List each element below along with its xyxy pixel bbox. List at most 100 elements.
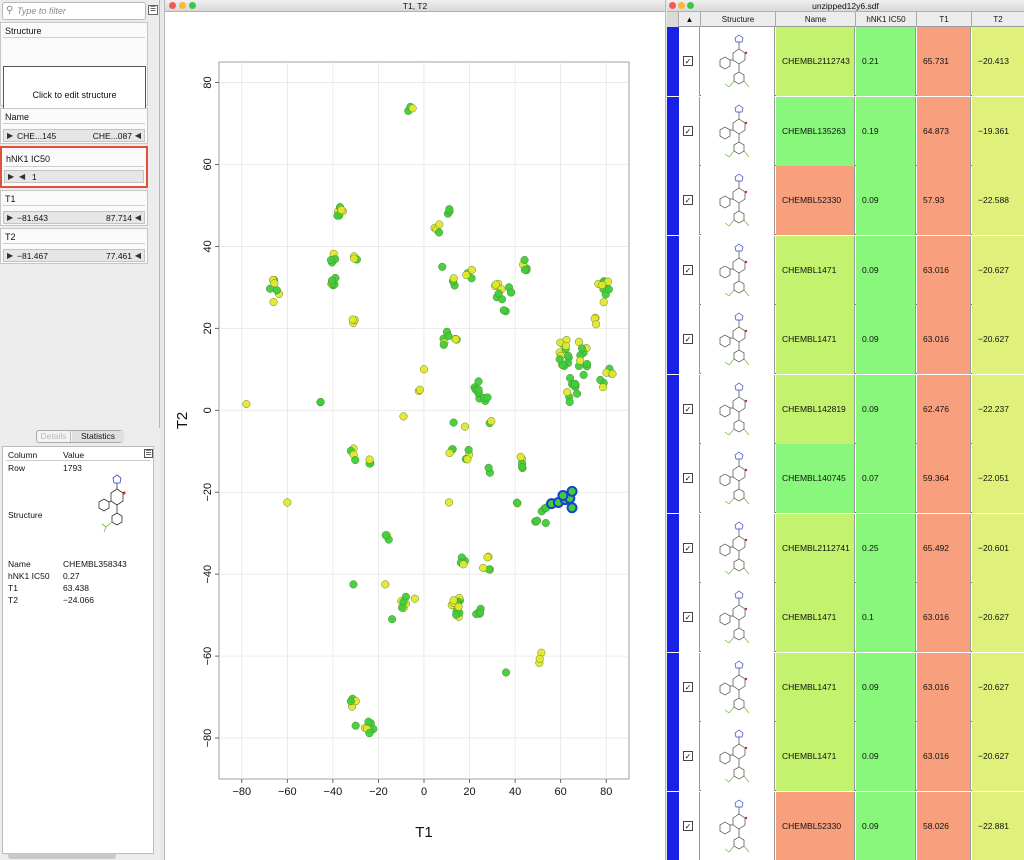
structure-cell[interactable] — [701, 166, 775, 235]
hnk1-cell[interactable]: 0.09 — [856, 722, 916, 791]
row-selection-marker[interactable] — [667, 235, 679, 305]
row-selection-marker[interactable] — [667, 513, 679, 583]
row-selection-marker[interactable] — [667, 722, 679, 791]
hnk1-cell[interactable]: 0.19 — [856, 96, 916, 166]
structure-cell[interactable] — [701, 235, 775, 305]
row-checkbox[interactable]: ✓ — [683, 334, 693, 344]
row-selection-marker[interactable] — [667, 652, 679, 722]
row-selection-marker[interactable] — [667, 27, 679, 96]
range-right-arrow-icon[interactable]: ◀ — [134, 131, 141, 140]
t2-cell[interactable]: −19.361 — [972, 96, 1024, 166]
structure-cell[interactable] — [701, 513, 775, 583]
t1-cell[interactable]: 63.016 — [917, 583, 971, 652]
table-row[interactable]: ✓ CHEMBL1471 0.09 63.016 −20.627 — [667, 235, 1024, 305]
t1-cell[interactable]: 59.364 — [917, 444, 971, 513]
row-checkbox[interactable]: ✓ — [683, 681, 693, 692]
t1-cell[interactable]: 64.873 — [917, 96, 971, 166]
t2-column-header[interactable]: T2 — [993, 15, 1003, 24]
structure-column-header[interactable]: Structure — [701, 12, 776, 27]
table-row[interactable]: ✓ CHEMBL140745 0.07 59.364 −22.051 — [667, 444, 1024, 513]
t2-cell[interactable]: −22.881 — [972, 791, 1024, 860]
row-checkbox[interactable]: ✓ — [683, 403, 693, 414]
structure-cell[interactable] — [701, 652, 775, 722]
table-row[interactable]: ✓ CHEMBL142819 0.09 62.476 −22.237 — [667, 374, 1024, 444]
name-cell[interactable]: CHEMBL52330 — [776, 791, 855, 860]
table-row[interactable]: ✓ CHEMBL52330 0.09 58.026 −22.881 — [667, 791, 1024, 860]
select-all-column[interactable] — [667, 12, 679, 27]
name-cell[interactable]: CHEMBL1471 — [776, 722, 855, 791]
name-cell[interactable]: CHEMBL2112741 — [776, 513, 855, 583]
name-column-header[interactable]: Name — [776, 12, 856, 27]
name-cell[interactable]: CHEMBL1471 — [776, 583, 855, 652]
close-window-icon[interactable] — [169, 2, 176, 9]
hnk1-cell[interactable]: 0.09 — [856, 235, 916, 305]
row-selection-marker[interactable] — [667, 583, 679, 652]
t1-cell[interactable]: 63.016 — [917, 235, 971, 305]
table-row[interactable]: ✓ CHEMBL2112743 0.21 65.731 −20.413 — [667, 27, 1024, 96]
zoom-window-icon[interactable] — [687, 2, 694, 9]
t1-cell[interactable]: 63.016 — [917, 305, 971, 374]
row-checkbox[interactable]: ✓ — [683, 56, 693, 66]
range-right-arrow-icon[interactable]: ◀ — [19, 172, 26, 181]
name-cell[interactable]: CHEMBL135263 — [776, 96, 855, 166]
hnk1-cell[interactable]: 0.09 — [856, 166, 916, 235]
range-left-arrow-icon[interactable]: ▶ — [8, 172, 15, 181]
structure-cell[interactable] — [701, 305, 775, 374]
tab-details[interactable]: Details — [37, 431, 71, 442]
hnk1-cell[interactable]: 0.09 — [856, 791, 916, 860]
table-row[interactable]: ✓ CHEMBL1471 0.09 63.016 −20.627 — [667, 305, 1024, 374]
t2-cell[interactable]: −20.627 — [972, 305, 1024, 374]
hnk1-column-header[interactable]: hNK1 IC50 — [856, 12, 917, 27]
t1-cell[interactable]: 57.93 — [917, 166, 971, 235]
table-row[interactable]: ✓ CHEMBL52330 0.09 57.93 −22.588 — [667, 166, 1024, 235]
t2-cell[interactable]: −20.627 — [972, 583, 1024, 652]
hnk1-cell[interactable]: 0.25 — [856, 513, 916, 583]
range-left-arrow-icon[interactable]: ▶ — [7, 131, 14, 140]
filter-menu-button[interactable]: ☰ — [148, 5, 158, 15]
row-selection-marker[interactable] — [667, 96, 679, 166]
range-right-arrow-icon[interactable]: ◀ — [134, 213, 141, 222]
t2-cell[interactable]: −22.051 — [972, 444, 1024, 513]
scatter-plot[interactable]: −80 −60 −40 −20 0 20 40 60 80 −80 −60 −40 −20 0 20 40 60… — [165, 12, 665, 860]
table-row[interactable]: ✓ CHEMBL1471 0.1 63.016 −20.627 — [667, 583, 1024, 652]
details-menu-icon[interactable]: ☰ — [144, 449, 153, 458]
t2-cell[interactable]: −20.413 — [972, 27, 1024, 96]
range-left-arrow-icon[interactable]: ▶ — [7, 213, 14, 222]
structure-cell[interactable] — [701, 374, 775, 444]
row-checkbox[interactable]: ✓ — [683, 125, 693, 136]
t1-cell[interactable]: 65.731 — [917, 27, 971, 96]
close-window-icon[interactable] — [669, 2, 676, 9]
t2-range-slider[interactable]: ▶ −81.467 77.461 ◀ — [3, 249, 145, 262]
row-checkbox[interactable]: ✓ — [683, 751, 693, 761]
table-row[interactable]: ✓ CHEMBL1471 0.09 63.016 −20.627 — [667, 652, 1024, 722]
hnk1-cell[interactable]: 0.1 — [856, 583, 916, 652]
hnk1-cell[interactable]: 0.09 — [856, 374, 916, 444]
t1-cell[interactable]: 63.016 — [917, 652, 971, 722]
filter-search-field[interactable]: ⚲ Type to filter — [2, 2, 146, 20]
checkbox-column-header[interactable]: ▲ — [679, 12, 701, 27]
t2-cell[interactable]: −20.601 — [972, 513, 1024, 583]
row-checkbox[interactable]: ✓ — [683, 612, 693, 622]
t1-cell[interactable]: 62.476 — [917, 374, 971, 444]
row-selection-marker[interactable] — [667, 305, 679, 374]
hnk1-cell[interactable]: 0.07 — [856, 444, 916, 513]
structure-cell[interactable] — [701, 722, 775, 791]
hnk1-cell[interactable]: 0.09 — [856, 652, 916, 722]
row-selection-marker[interactable] — [667, 791, 679, 860]
hnk1-cell[interactable]: 0.21 — [856, 27, 916, 96]
structure-cell[interactable] — [701, 583, 775, 652]
hnk1-cell[interactable]: 0.09 — [856, 305, 916, 374]
t2-cell[interactable]: −22.237 — [972, 374, 1024, 444]
row-selection-marker[interactable] — [667, 444, 679, 513]
range-left-arrow-icon[interactable]: ▶ — [7, 251, 14, 260]
name-cell[interactable]: CHEMBL1471 — [776, 652, 855, 722]
minimize-window-icon[interactable] — [678, 2, 685, 9]
t2-cell[interactable]: −20.627 — [972, 722, 1024, 791]
table-row[interactable]: ✓ CHEMBL2112741 0.25 65.492 −20.601 — [667, 513, 1024, 583]
structure-cell[interactable] — [701, 791, 775, 860]
row-checkbox[interactable]: ✓ — [683, 473, 693, 483]
t2-cell[interactable]: −20.627 — [972, 652, 1024, 722]
structure-cell[interactable] — [701, 27, 775, 96]
name-cell[interactable]: CHEMBL52330 — [776, 166, 855, 235]
row-selection-marker[interactable] — [667, 166, 679, 235]
